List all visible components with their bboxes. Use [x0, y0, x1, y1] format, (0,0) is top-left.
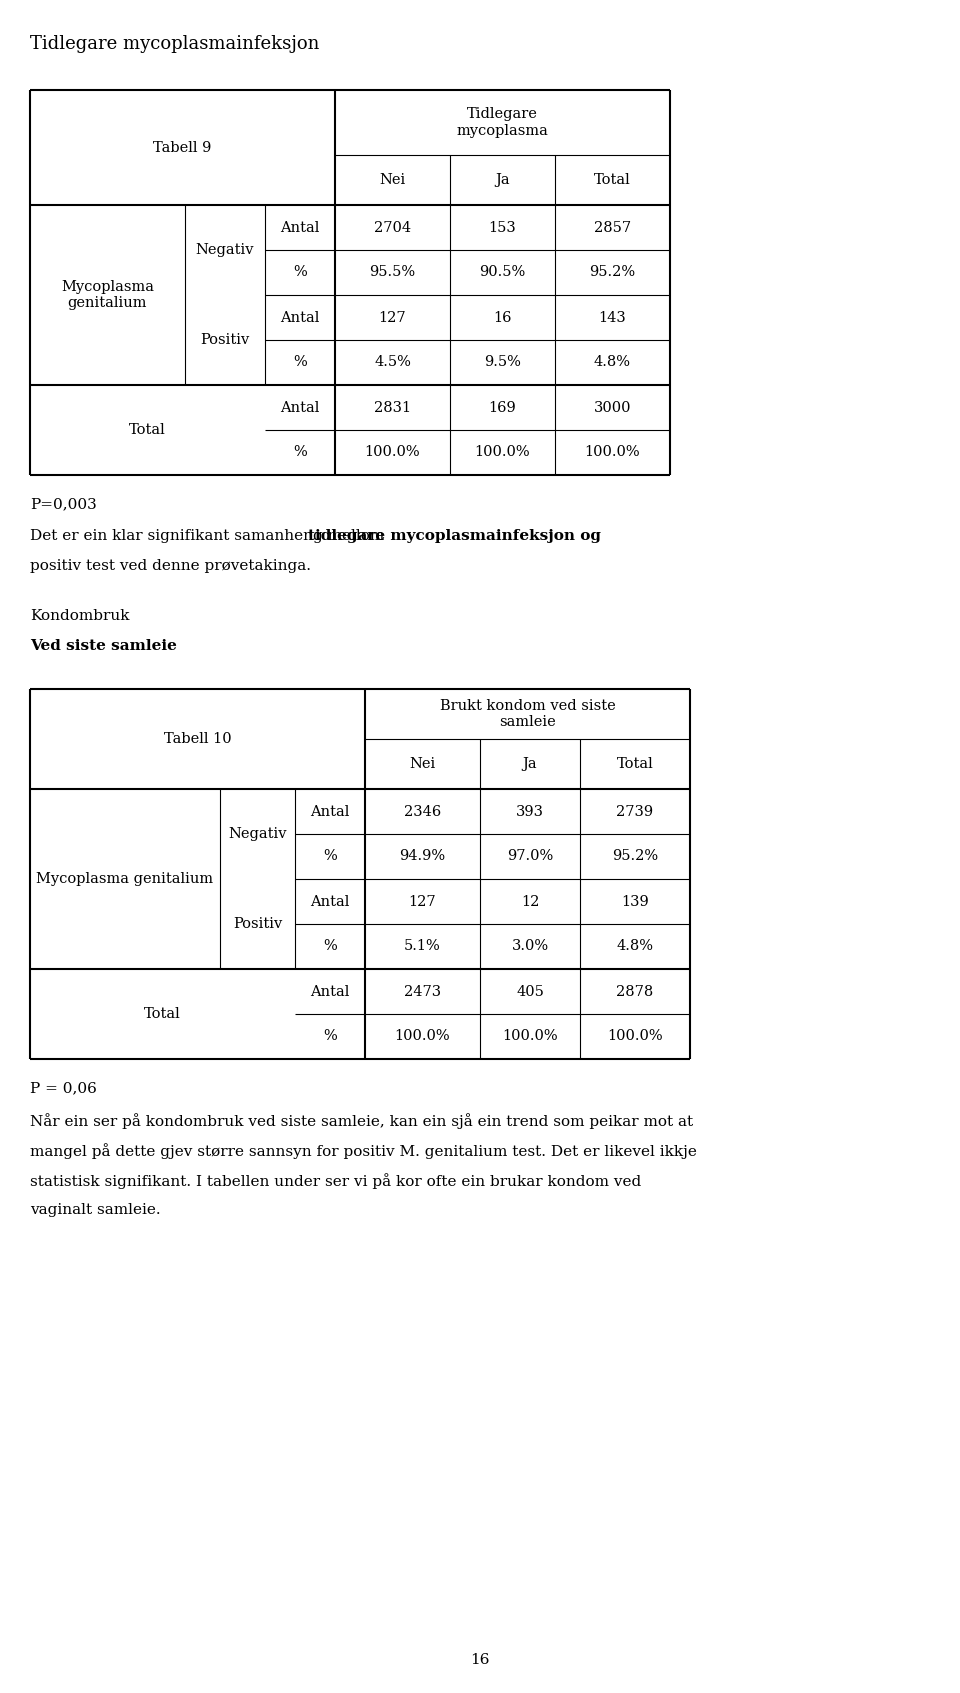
Text: Tabell 10: Tabell 10 [164, 731, 231, 747]
Text: Nei: Nei [379, 173, 406, 186]
Text: 3000: 3000 [593, 401, 632, 415]
Text: vaginalt samleie.: vaginalt samleie. [30, 1204, 160, 1217]
Text: %: % [324, 850, 337, 863]
Text: 153: 153 [489, 220, 516, 235]
Text: %: % [324, 1029, 337, 1043]
Text: Antal: Antal [280, 220, 320, 235]
Text: Antal: Antal [310, 804, 349, 818]
Text: 16: 16 [493, 310, 512, 325]
Text: 95.2%: 95.2% [589, 266, 636, 279]
Text: 100.0%: 100.0% [474, 445, 530, 459]
Text: Tidlegare mycoplasmainfeksjon: Tidlegare mycoplasmainfeksjon [30, 36, 320, 52]
Text: Brukt kondom ved siste
samleie: Brukt kondom ved siste samleie [440, 699, 615, 730]
Text: Negativ: Negativ [228, 826, 287, 841]
Text: %: % [293, 266, 307, 279]
Text: 169: 169 [489, 401, 516, 415]
Text: Total: Total [594, 173, 631, 186]
Text: Mycoplasma genitalium: Mycoplasma genitalium [36, 872, 213, 885]
Text: P = 0,06: P = 0,06 [30, 1082, 97, 1095]
Text: 5.1%: 5.1% [404, 940, 441, 953]
Text: 4.8%: 4.8% [616, 940, 654, 953]
Text: 94.9%: 94.9% [399, 850, 445, 863]
Text: Det er ein klar signifikant samanheng mellom: Det er ein klar signifikant samanheng me… [30, 528, 389, 543]
Text: 4.5%: 4.5% [374, 356, 411, 369]
Text: %: % [293, 445, 307, 459]
Text: Antal: Antal [310, 985, 349, 999]
Text: Antal: Antal [280, 310, 320, 325]
Text: 139: 139 [621, 894, 649, 909]
Text: Antal: Antal [310, 894, 349, 909]
Text: Total: Total [616, 757, 654, 770]
Text: tidlegare mycoplasmainfeksjon og: tidlegare mycoplasmainfeksjon og [308, 528, 601, 543]
Text: Total: Total [130, 423, 166, 437]
Text: 9.5%: 9.5% [484, 356, 521, 369]
Text: 2831: 2831 [374, 401, 411, 415]
Text: 16: 16 [470, 1652, 490, 1668]
Text: P=0,003: P=0,003 [30, 498, 97, 511]
Text: 12: 12 [521, 894, 540, 909]
Text: Total: Total [144, 1007, 180, 1021]
Text: statistisk signifikant. I tabellen under ser vi på kor ofte ein brukar kondom ve: statistisk signifikant. I tabellen under… [30, 1173, 641, 1188]
Text: Nei: Nei [409, 757, 436, 770]
Text: 95.2%: 95.2% [612, 850, 658, 863]
Text: 97.0%: 97.0% [507, 850, 553, 863]
Text: 2346: 2346 [404, 804, 442, 818]
Text: 100.0%: 100.0% [365, 445, 420, 459]
Text: 393: 393 [516, 804, 544, 818]
Text: Positiv: Positiv [201, 334, 250, 347]
Text: 2473: 2473 [404, 985, 441, 999]
Text: Negativ: Negativ [196, 244, 254, 257]
Text: Når ein ser på kondombruk ved siste samleie, kan ein sjå ein trend som peikar mo: Når ein ser på kondombruk ved siste saml… [30, 1112, 693, 1129]
Text: Positiv: Positiv [233, 918, 282, 931]
Text: 127: 127 [409, 894, 436, 909]
Text: Kondombruk: Kondombruk [30, 609, 130, 623]
Text: Mycoplasma
genitalium: Mycoplasma genitalium [61, 279, 154, 310]
Text: 90.5%: 90.5% [479, 266, 526, 279]
Text: Ved siste samleie: Ved siste samleie [30, 638, 177, 653]
Text: positiv test ved denne prøvetakinga.: positiv test ved denne prøvetakinga. [30, 559, 311, 572]
Text: 100.0%: 100.0% [395, 1029, 450, 1043]
Text: %: % [324, 940, 337, 953]
Text: Ja: Ja [495, 173, 510, 186]
Text: 2739: 2739 [616, 804, 654, 818]
Text: 143: 143 [599, 310, 626, 325]
Text: 2857: 2857 [594, 220, 631, 235]
Text: 100.0%: 100.0% [585, 445, 640, 459]
Text: 100.0%: 100.0% [502, 1029, 558, 1043]
Text: 2878: 2878 [616, 985, 654, 999]
Text: %: % [293, 356, 307, 369]
Text: 127: 127 [378, 310, 406, 325]
Text: 4.8%: 4.8% [594, 356, 631, 369]
Text: 95.5%: 95.5% [370, 266, 416, 279]
Text: Antal: Antal [280, 401, 320, 415]
Text: Tabell 9: Tabell 9 [154, 141, 212, 154]
Text: 405: 405 [516, 985, 544, 999]
Text: 2704: 2704 [374, 220, 411, 235]
Text: 3.0%: 3.0% [512, 940, 548, 953]
Text: mangel på dette gjev større sannsyn for positiv M. genitalium test. Det er likev: mangel på dette gjev større sannsyn for … [30, 1143, 697, 1160]
Text: Tidlegare
mycoplasma: Tidlegare mycoplasma [457, 107, 548, 137]
Text: Ja: Ja [522, 757, 538, 770]
Text: 100.0%: 100.0% [607, 1029, 662, 1043]
